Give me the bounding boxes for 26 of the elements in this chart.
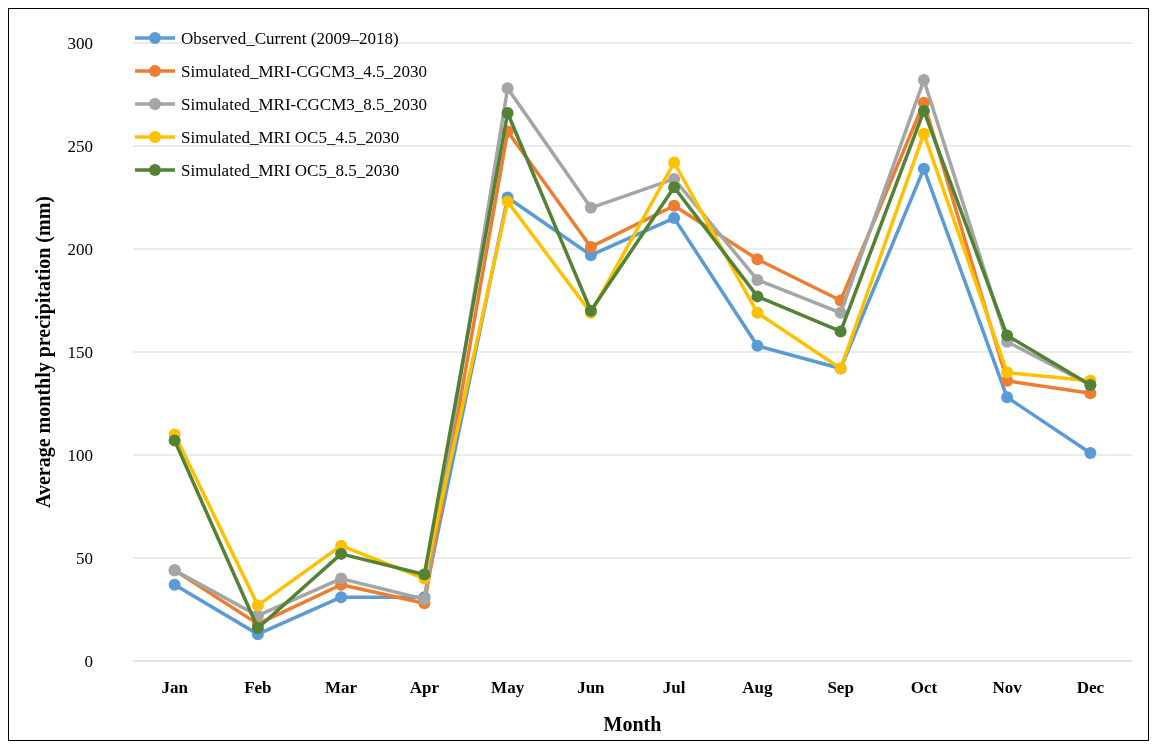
legend-label: Simulated_MRI OC5_8.5_2030: [181, 160, 400, 180]
y-tick-label: 0: [84, 651, 93, 671]
x-tick-label: Sep: [827, 678, 854, 697]
y-tick-label: 150: [67, 342, 93, 362]
y-tick-label: 250: [67, 136, 93, 156]
x-tick-label: Feb: [244, 678, 272, 697]
x-axis-title: Month: [603, 713, 662, 735]
y-tick-label: 200: [67, 239, 93, 259]
legend-label: Simulated_MRI-CGCM3_8.5_2030: [181, 94, 428, 114]
legend-label: Simulated_MRI OC5_4.5_2030: [181, 127, 400, 147]
x-tick-label: Jan: [161, 678, 189, 697]
y-axis-title: Average monthly precipitation (mm): [32, 196, 55, 508]
legend-label: Observed_Current (2009–2018): [181, 28, 399, 48]
x-tick-label: Jun: [577, 678, 606, 697]
x-tick-label: Mar: [325, 678, 358, 697]
y-tick-label: 300: [67, 33, 93, 53]
y-tick-label: 100: [67, 445, 93, 465]
x-tick-label: Jul: [662, 678, 686, 697]
x-tick-label: Dec: [1076, 678, 1105, 697]
x-tick-label: Nov: [992, 678, 1023, 697]
x-tick-label: Apr: [409, 678, 440, 697]
x-tick-label: Oct: [910, 678, 938, 697]
x-tick-label: May: [491, 678, 525, 697]
x-tick-label: Aug: [742, 678, 773, 697]
legend-label: Simulated_MRI-CGCM3_4.5_2030: [181, 61, 428, 81]
y-tick-label: 50: [76, 548, 93, 568]
